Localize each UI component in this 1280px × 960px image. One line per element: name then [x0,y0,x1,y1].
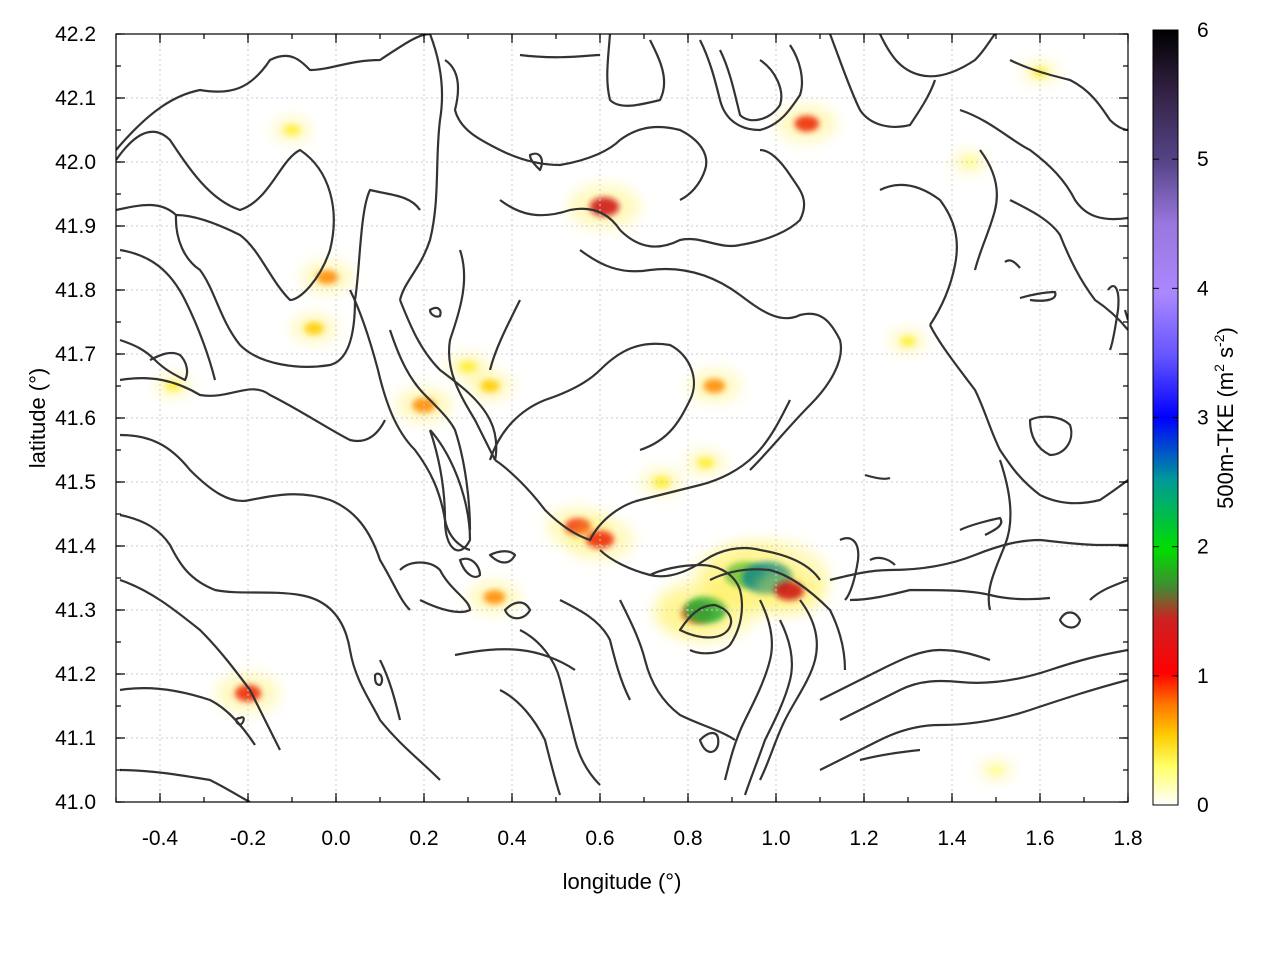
y-tick-label: 41.7 [55,343,96,366]
colorbar-title: 500m-TKE (m2 s-2) [1211,327,1238,509]
heat-spot [794,115,820,132]
y-tick-label: 41.4 [55,535,96,558]
y-axis-title: latitude (°) [25,368,50,469]
x-tick-label: 0.6 [585,827,614,850]
colorbar-title-main: 500m-TKE (m [1213,372,1238,509]
colorbar-tick-label: 6 [1197,19,1209,42]
heat-spot [304,322,324,335]
x-tick-label: 0.0 [321,827,350,850]
heat-spot [774,581,804,601]
axis-ticks [115,33,1129,803]
tke-heatmap [155,61,1058,781]
y-tick-label: 42.1 [55,87,96,110]
x-tick-label: -0.4 [142,827,179,850]
y-tick-label: 41.9 [55,215,96,238]
heat-spot [459,361,477,373]
x-tick-label: 0.8 [673,827,702,850]
colorbar-tick-label: 1 [1197,665,1209,688]
heat-spot [480,379,500,393]
heat-spot [962,157,977,167]
x-tick-label: 1.2 [849,827,878,850]
y-tick-label: 41.2 [55,663,96,686]
y-tick-label: 41.1 [55,727,96,750]
y-tick-label: 41.6 [55,407,96,430]
x-tick-labels: -0.4 -0.2 0.0 0.2 0.4 0.6 0.8 1.0 1.2 1.4 1.6 1.8 [142,827,1143,850]
heat-spot [684,596,727,624]
heat-spot [900,336,916,347]
colorbar-tick-label: 5 [1197,148,1209,171]
colorbar-tick-label: 3 [1197,407,1209,430]
x-axis-title: longitude (°) [563,869,682,894]
heat-spot [483,590,506,605]
colorbar-tick-label: 0 [1197,794,1209,817]
grid-lines [116,34,1128,802]
y-tick-label: 41.5 [55,471,96,494]
x-tick-label: 0.2 [409,827,438,850]
terrain-contours [116,34,1128,802]
y-tick-label: 41.3 [55,599,96,622]
y-tick-label: 41.8 [55,279,96,302]
x-tick-label: 1.8 [1113,827,1142,850]
x-tick-label: 1.4 [937,827,967,850]
heat-spot [697,457,714,469]
x-tick-label: 1.0 [761,827,790,850]
colorbar-ticks: 0 1 2 3 4 5 6 [1153,19,1209,817]
y-tick-label: 42.0 [55,151,96,174]
colorbar-title-mid: s [1213,347,1238,364]
x-tick-label: 1.6 [1025,827,1054,850]
y-tick-labels: 41.0 41.1 41.2 41.3 41.4 41.5 41.6 41.7 41.8 41.9… [55,23,96,814]
colorbar-title-sup2: -2 [1211,334,1227,347]
heat-spot [316,270,339,285]
heat-spot [703,379,726,393]
colorbar-title-sup1: 2 [1211,364,1227,372]
y-tick-label: 41.0 [55,791,96,814]
colorbar-title-end: ) [1213,327,1238,334]
colorbar-tick-label: 4 [1197,277,1209,300]
heat-spot [284,124,300,136]
x-tick-label: 0.4 [497,827,527,850]
heat-spot [989,765,1003,775]
colorbar-tick-label: 2 [1197,536,1209,559]
x-tick-label: -0.2 [230,827,266,850]
y-tick-label: 42.2 [55,23,96,46]
